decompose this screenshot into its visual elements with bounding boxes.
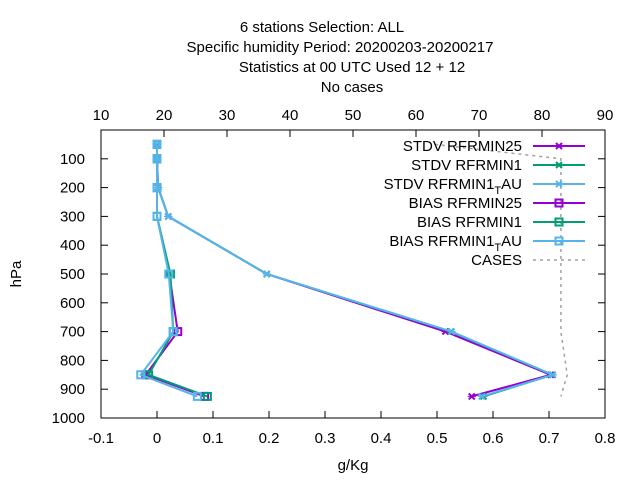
y-tick-label: 1000	[52, 410, 85, 427]
x-marker	[548, 371, 557, 379]
x-marker	[164, 212, 173, 221]
series-line	[434, 143, 568, 397]
legend-label: BIAS RFRMIN1	[417, 214, 522, 231]
x-marker	[447, 327, 456, 336]
x-top-tick-label: 60	[408, 107, 425, 124]
x-top-tick-label: 50	[345, 107, 362, 124]
y-tick-label: 900	[60, 381, 85, 398]
square-marker	[202, 391, 212, 401]
chart-titles: 6 stations Selection: ALL Specific humid…	[187, 19, 494, 96]
legend-label: STDV RFRMIN1	[411, 157, 522, 174]
series-stdv-rfrmin25	[153, 140, 555, 401]
x-bottom-tick-label: 0	[153, 430, 161, 447]
x-bottom-tick-label: 0.5	[427, 430, 448, 447]
y-tick-label: 700	[60, 324, 85, 341]
legend-label: BIAS RFRMIN1TAU	[389, 233, 522, 254]
x-bottom-tick-label: 0.1	[203, 430, 224, 447]
legend-label: CASES	[471, 252, 522, 269]
x-top-tick-label: 40	[282, 107, 299, 124]
y-tick-label: 100	[60, 151, 85, 168]
x-bottom-tick-label: 0.4	[371, 430, 392, 447]
y-axis-label: hPa	[8, 260, 25, 287]
x-marker	[555, 161, 563, 169]
x-top-tick-label: 80	[534, 107, 551, 124]
square-marker	[152, 183, 162, 193]
series-stdv-rfrmin1-tau	[153, 140, 557, 401]
x-marker	[262, 270, 271, 278]
x-bottom-tick-label: 0.3	[315, 430, 336, 447]
x-marker	[555, 180, 563, 188]
square-marker	[152, 139, 162, 149]
square-marker	[164, 269, 174, 279]
plot-area-frame	[100, 129, 606, 419]
x-bottom-tick-label: 0.8	[595, 430, 616, 447]
series-layer	[136, 139, 568, 401]
legend-label: BIAS RFRMIN25	[409, 195, 522, 212]
x-marker	[467, 392, 476, 401]
x-top-tick-label: 70	[471, 107, 488, 124]
square-marker	[554, 236, 564, 246]
legend-label: STDV RFRMIN1TAU	[384, 176, 522, 197]
square-marker	[192, 391, 202, 401]
x-marker	[477, 392, 486, 401]
x-bottom-tick-label: -0.1	[88, 430, 114, 447]
y-tick-label: 200	[60, 180, 85, 197]
x-axis-label: g/Kg	[338, 457, 369, 474]
chart-title-line2: Specific humidity Period: 20200203-20200…	[187, 39, 494, 56]
square-marker	[152, 154, 162, 164]
square-marker	[152, 211, 162, 221]
y-tick-label: 500	[60, 266, 85, 283]
series-cases	[434, 143, 568, 397]
square-marker	[554, 217, 564, 227]
square-marker	[554, 198, 564, 208]
x-top-tick-label: 20	[156, 107, 173, 124]
chart-title-line1: 6 stations Selection: ALL	[240, 19, 404, 36]
axes: -0.1 0 0.1 0.2 0.3 0.4 0.5 0.6 0.7 0.8 10 20 30 40 50 6…	[52, 107, 616, 447]
series-stdv-rfrmin1	[153, 140, 557, 401]
y-tick-label: 400	[60, 237, 85, 254]
x-top-tick-label: 90	[597, 107, 614, 124]
series-line	[139, 144, 198, 398]
y-tick-label: 300	[60, 208, 85, 225]
series-bias-rfrmin1-tau	[136, 139, 202, 401]
chart-title-line3: Statistics at 00 UTC Used 12 + 12	[239, 59, 465, 76]
legend-label: STDV RFRMIN25	[403, 138, 522, 155]
series-line	[144, 144, 205, 398]
x-marker	[555, 142, 563, 150]
square-marker	[136, 370, 146, 380]
chart-title-line4: No cases	[321, 79, 384, 96]
x-bottom-tick-label: 0.2	[259, 430, 280, 447]
y-tick-label: 800	[60, 352, 85, 369]
x-top-tick-label: 30	[219, 107, 236, 124]
x-top-tick-label: 10	[93, 107, 110, 124]
square-marker	[168, 327, 178, 337]
legend: STDV RFRMIN25 STDV RFRMIN1 STDV RFRMIN1TAU…	[384, 138, 585, 269]
x-bottom-tick-label: 0.7	[539, 430, 560, 447]
y-tick-label: 600	[60, 295, 85, 312]
x-bottom-tick-label: 0.6	[483, 430, 504, 447]
